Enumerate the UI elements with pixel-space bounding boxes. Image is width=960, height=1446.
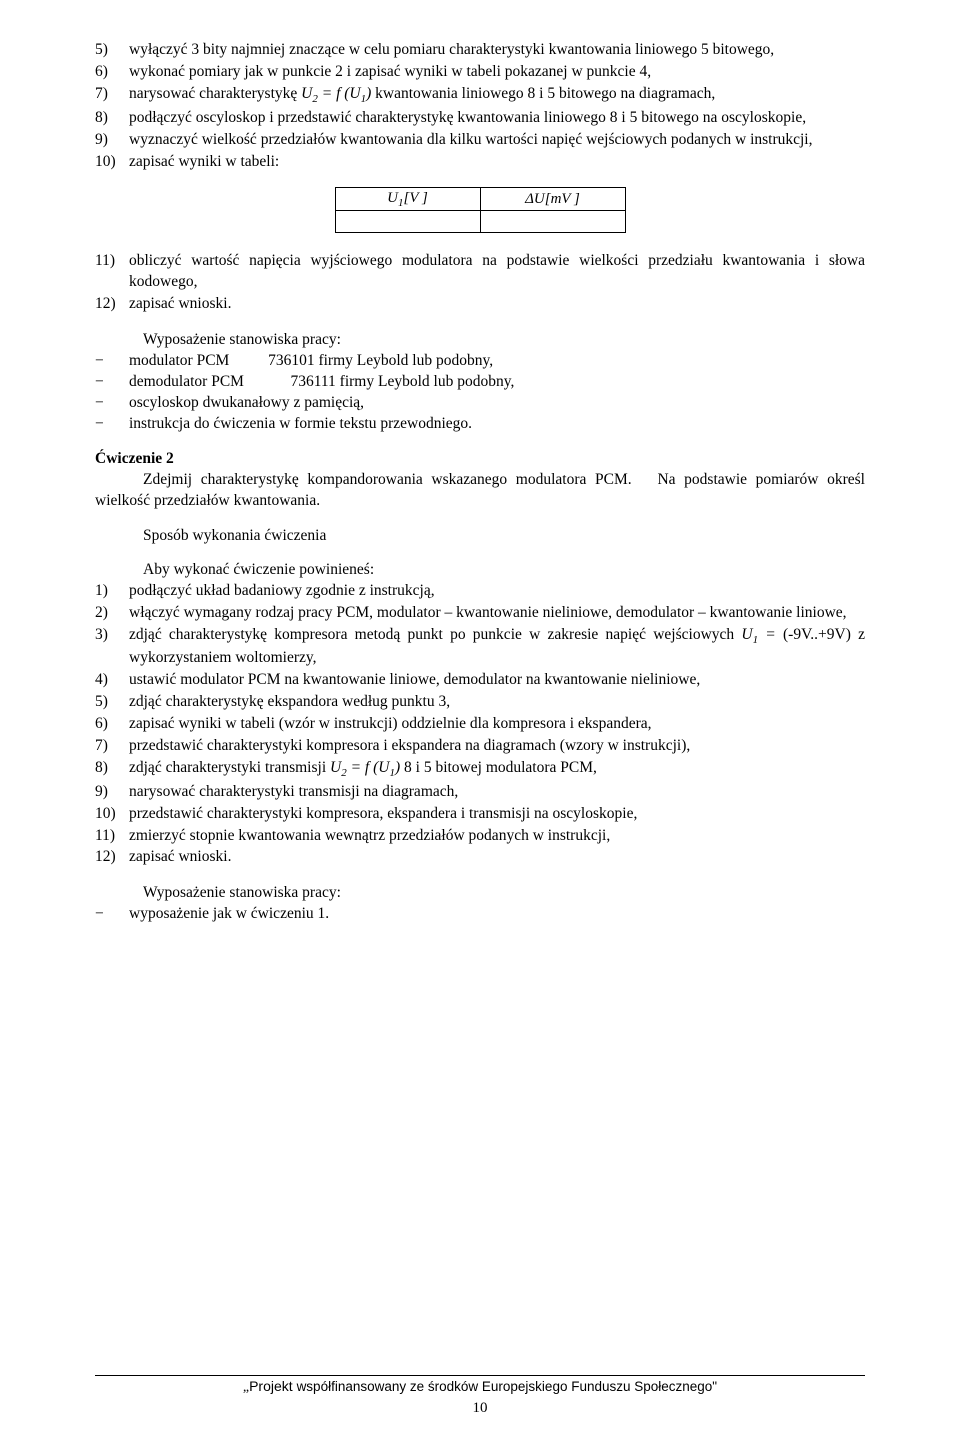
list-item: 10)przedstawić charakterystyki kompresor… xyxy=(95,804,865,825)
list-item: 7)przedstawić charakterystyki kompresora… xyxy=(95,736,865,757)
list-item: 2)włączyć wymagany rodzaj pracy PCM, mod… xyxy=(95,603,865,624)
list-item: 11)zmierzyć stopnie kwantowania wewnątrz… xyxy=(95,826,865,847)
list-item: 8)zdjąć charakterystyki transmisji U2 = … xyxy=(95,758,865,781)
list-item: 11)obliczyć wartość napięcia wyjściowego… xyxy=(95,251,865,293)
table-cell xyxy=(480,211,625,233)
list-item: modulator PCM 736101 firmy Leybold lub p… xyxy=(95,351,865,372)
list-item: wyposażenie jak w ćwiczeniu 1. xyxy=(95,904,865,925)
list-steps-a2: 11)obliczyć wartość napięcia wyjściowego… xyxy=(95,251,865,315)
equipment-list-1: modulator PCM 736101 firmy Leybold lub p… xyxy=(95,351,865,435)
equipment-list-2: wyposażenie jak w ćwiczeniu 1. xyxy=(95,904,865,925)
results-table: U1[V ] ΔU[mV ] xyxy=(95,187,865,234)
equipment-heading-2: Wyposażenie stanowiska pracy: xyxy=(95,883,865,904)
list-item: 12)zapisać wnioski. xyxy=(95,847,865,868)
page-number: 10 xyxy=(95,1398,865,1418)
sposob-heading: Sposób wykonania ćwiczenia xyxy=(95,526,865,547)
table-cell xyxy=(335,211,480,233)
list-item: 1)podłączyć układ badaniowy zgodnie z in… xyxy=(95,581,865,602)
list-item: 10)zapisać wyniki w tabeli: xyxy=(95,152,865,173)
exercise-2-para: Zdejmij charakterystykę kompandorowania … xyxy=(95,470,865,512)
table-header-du: ΔU[mV ] xyxy=(480,187,625,211)
list-item: 5)wyłączyć 3 bity najmniej znaczące w ce… xyxy=(95,40,865,61)
aby-heading: Aby wykonać ćwiczenie powinieneś: xyxy=(95,560,865,581)
list-item: 8)podłączyć oscyloskop i przedstawić cha… xyxy=(95,108,865,129)
list-item: oscyloskop dwukanałowy z pamięcią, xyxy=(95,393,865,414)
equipment-heading-1: Wyposażenie stanowiska pracy: xyxy=(95,330,865,351)
list-item: instrukcja do ćwiczenia w formie tekstu … xyxy=(95,414,865,435)
exercise-2-title: Ćwiczenie 2 xyxy=(95,449,865,470)
list-item: 5)zdjąć charakterystykę ekspandora wedłu… xyxy=(95,692,865,713)
list-item: demodulator PCM 736111 firmy Leybold lub… xyxy=(95,372,865,393)
list-item: 9)narysować charakterystyki transmisji n… xyxy=(95,782,865,803)
list-item: 6)wykonać pomiary jak w punkcie 2 i zapi… xyxy=(95,62,865,83)
list-item: 9)wyznaczyć wielkość przedziałów kwantow… xyxy=(95,130,865,151)
page-footer: „Projekt współfinansowany ze środków Eur… xyxy=(95,1375,865,1418)
list-item: 4)ustawić modulator PCM na kwantowanie l… xyxy=(95,670,865,691)
footer-line: Projekt xyxy=(249,1378,296,1394)
table-header-u1: U1[V ] xyxy=(335,187,480,211)
list-item: 3)zdjąć charakterystykę kompresora metod… xyxy=(95,625,865,669)
list-item: 7)narysować charakterystykę U2 = f (U1) … xyxy=(95,84,865,107)
list-steps-b: 1)podłączyć układ badaniowy zgodnie z in… xyxy=(95,581,865,868)
list-item: 6)zapisać wyniki w tabeli (wzór w instru… xyxy=(95,714,865,735)
list-item: 12)zapisać wnioski. xyxy=(95,294,865,315)
list-steps-a: 5)wyłączyć 3 bity najmniej znaczące w ce… xyxy=(95,40,865,173)
